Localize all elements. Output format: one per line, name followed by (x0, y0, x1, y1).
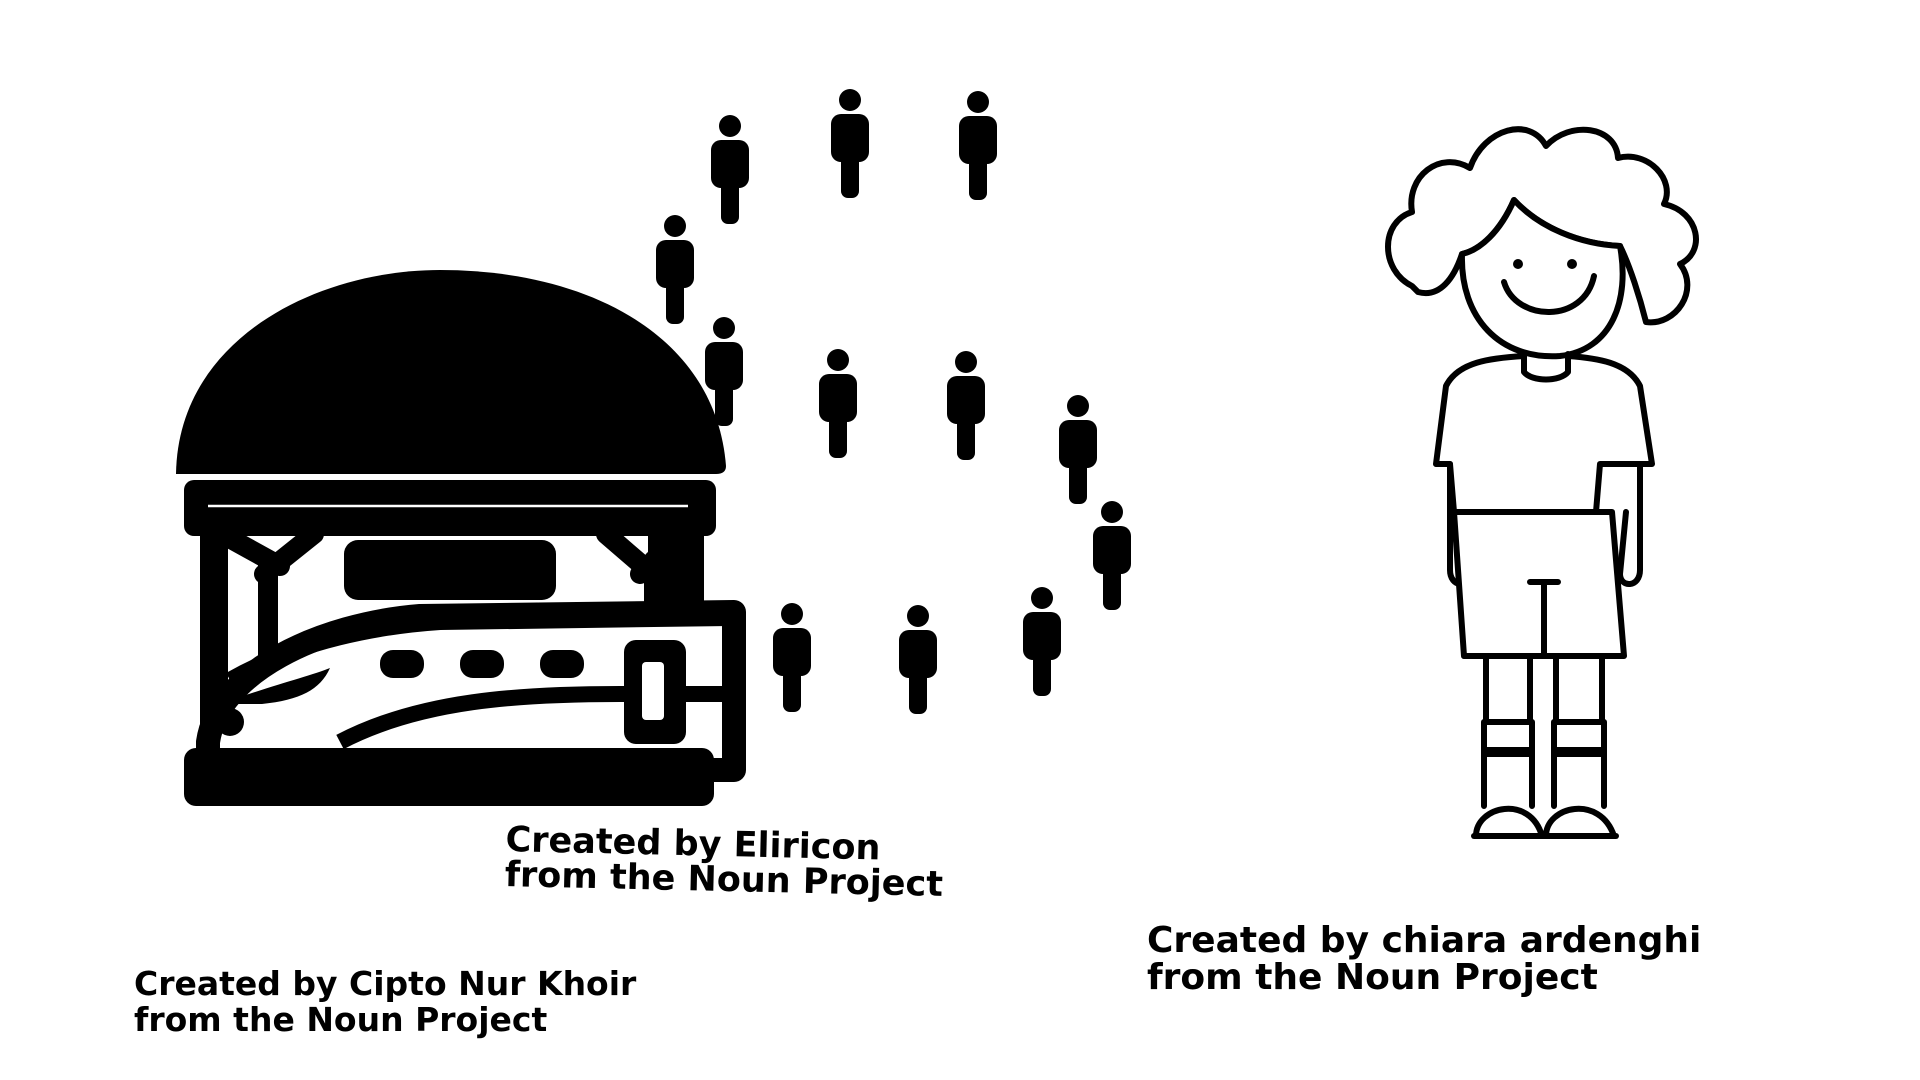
credit-chiara-line1: Created by chiara ardenghi (1147, 920, 1702, 961)
person-figure (899, 605, 937, 714)
person-figure (831, 89, 869, 198)
person-figure (1023, 587, 1061, 696)
credit-cipto-line2: from the Noun Project (134, 1000, 548, 1039)
train-station-icon (176, 270, 746, 806)
credit-eliricon-line2: from the Noun Project (504, 854, 944, 905)
person-figure (656, 215, 694, 324)
credit-eliricon: Created by Eliricon from the Noun Projec… (504, 820, 944, 905)
child-figure-icon (1385, 126, 1699, 839)
person-figure (1059, 395, 1097, 504)
person-figure (711, 115, 749, 224)
person-figure (959, 91, 997, 200)
credit-cipto: Created by Cipto Nur Khoir from the Noun… (134, 966, 636, 1038)
credit-chiara-line2: from the Noun Project (1147, 957, 1598, 998)
person-figure (1093, 501, 1131, 610)
person-figure (819, 349, 857, 458)
person-figure (773, 603, 811, 712)
credit-cipto-line1: Created by Cipto Nur Khoir (134, 964, 637, 1003)
credit-chiara: Created by chiara ardenghi from the Noun… (1147, 922, 1701, 996)
person-figure (947, 351, 985, 460)
